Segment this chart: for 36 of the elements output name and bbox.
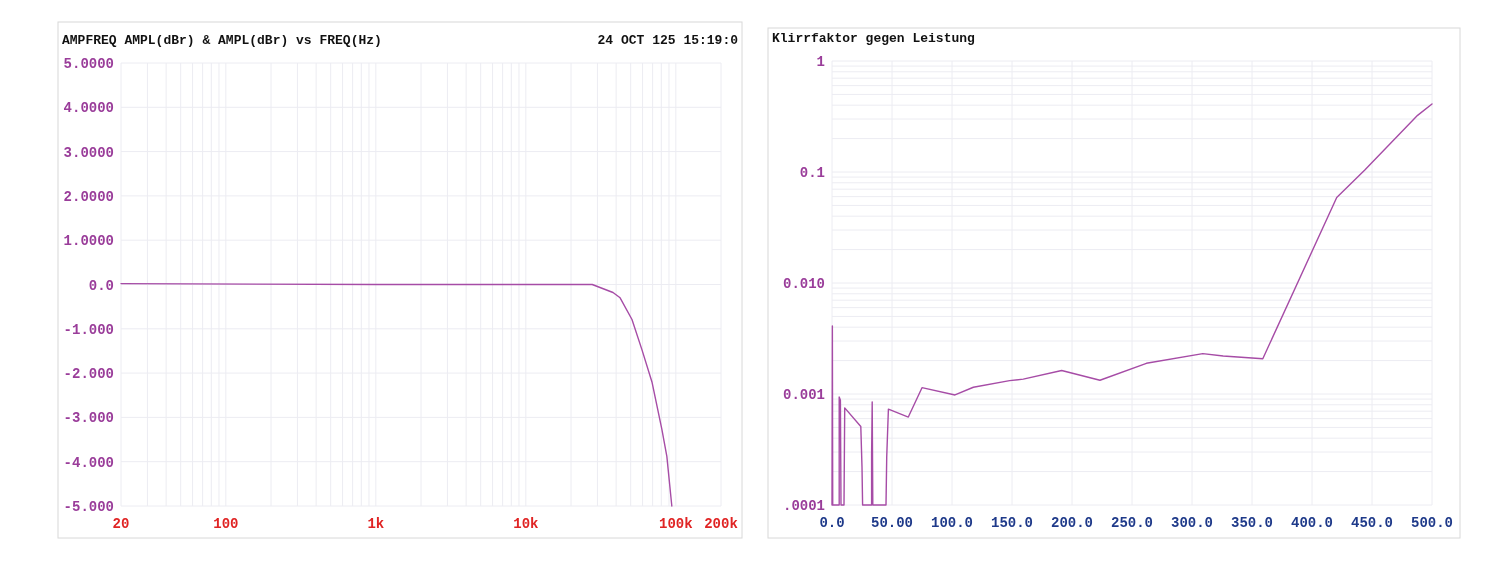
x-tick-label: 250.0 — [1110, 515, 1154, 531]
chart-title: Klirrfaktor gegen Leistung — [772, 31, 976, 46]
x-tick-label: 1k — [367, 516, 385, 532]
x-tick-label: 50.00 — [870, 515, 914, 531]
y-tick-label: 0.0 — [88, 277, 114, 294]
text: 24 OCT 125 15:19:0 — [597, 33, 739, 48]
x-tick-label: 300.0 — [1170, 515, 1214, 531]
x-tick-label: 500.0 — [1410, 515, 1454, 531]
x-tick-label: 150.0 — [990, 515, 1034, 531]
y-tick-label: -2.000 — [63, 366, 114, 383]
y-tick-label: -1.000 — [63, 321, 114, 338]
x-tick-label: 100k — [659, 516, 693, 532]
x-tick-label: 200.0 — [1050, 515, 1094, 531]
x-tick-label: 350.0 — [1230, 515, 1274, 531]
y-tick-label: 5.0000 — [63, 56, 114, 72]
x-tick-label: 100 — [213, 516, 239, 532]
y-tick-label: .0001 — [782, 498, 825, 514]
x-tick-label: 10k — [513, 516, 539, 532]
y-tick-label: -4.000 — [63, 454, 114, 471]
x-tick-label: 200k — [704, 516, 738, 532]
x-tick-label: 400.0 — [1290, 515, 1334, 531]
x-tick-label: 0.0 — [819, 515, 845, 531]
y-tick-label: 1 — [816, 54, 825, 70]
y-tick-label: -5.000 — [63, 499, 114, 515]
x-tick-label: 20 — [112, 516, 130, 532]
x-tick-label: 100.0 — [930, 515, 974, 531]
y-tick-label: 3.0000 — [63, 144, 114, 161]
y-tick-label: 4.0000 — [63, 100, 114, 117]
x-tick-label: 450.0 — [1350, 515, 1394, 531]
y-tick-label: 0.1 — [799, 165, 825, 181]
y-tick-label: -3.000 — [63, 410, 114, 427]
y-tick-label: 1.0000 — [63, 233, 114, 250]
y-tick-label: 0.001 — [782, 387, 825, 403]
chart-title: AMPFREQ AMPL(dBr) & AMPL(dBr) vs FREQ(Hz) — [62, 33, 382, 48]
y-tick-label: 0.010 — [782, 276, 825, 292]
y-tick-label: 2.0000 — [63, 188, 114, 205]
